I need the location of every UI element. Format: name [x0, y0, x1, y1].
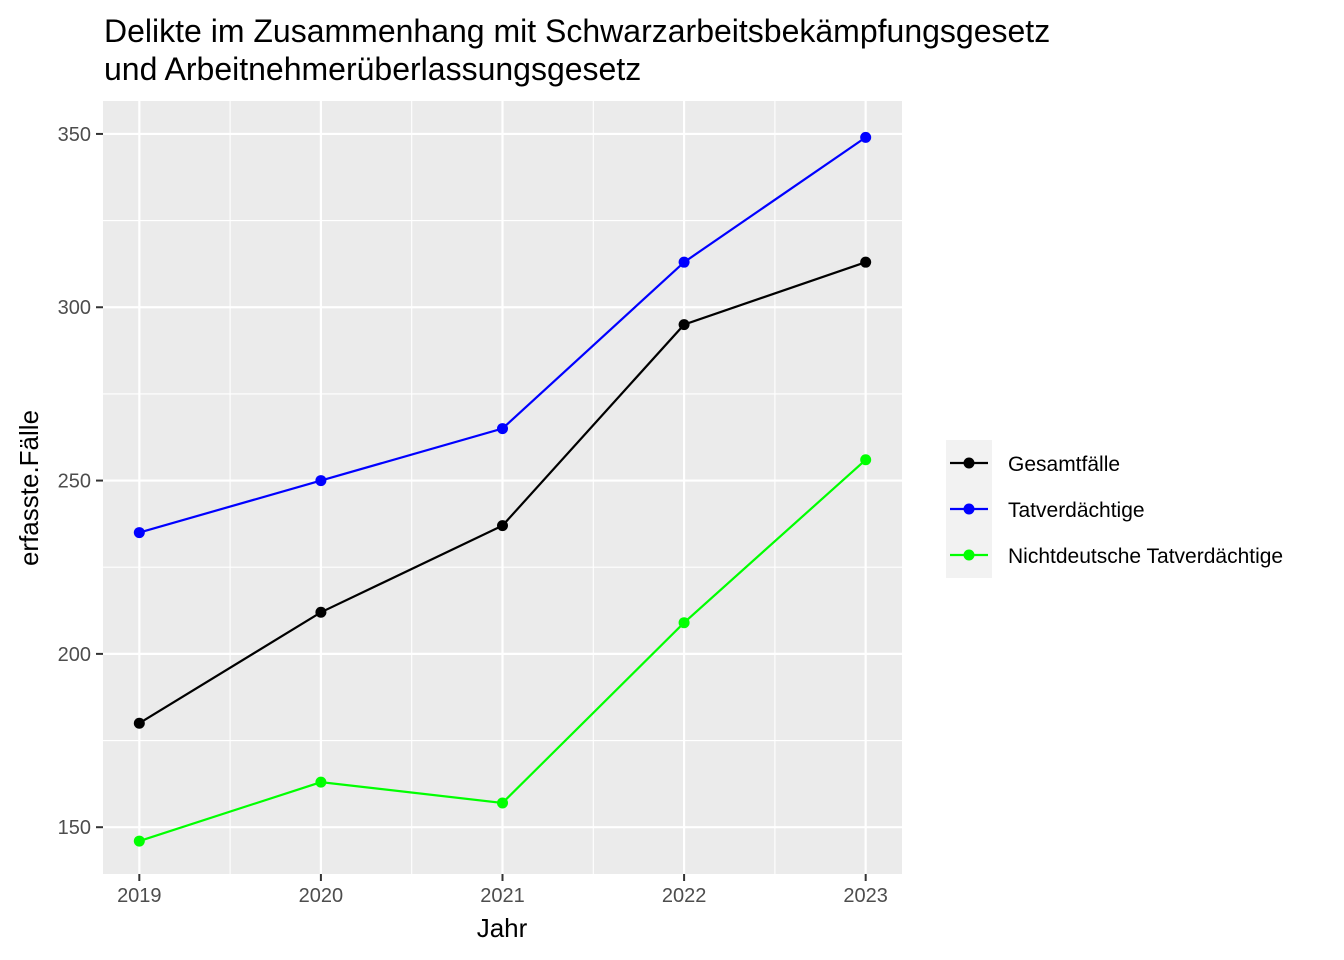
series-1-point [315, 606, 327, 618]
x-tick-label: 2022 [662, 885, 707, 907]
series-2-point [678, 256, 690, 268]
series-3-point [133, 835, 145, 847]
x-axis-title: Jahr [477, 913, 528, 943]
chart-title-line-2: und Arbeitnehmerüberlassungsgesetz [104, 51, 641, 87]
x-tick-label: 2020 [299, 885, 344, 907]
y-tick-label: 250 [58, 471, 91, 493]
y-tick-label: 350 [58, 124, 91, 146]
y-axis-title: erfasste.Fälle [14, 410, 44, 566]
series-layer [133, 131, 872, 847]
series-2-point [860, 131, 872, 143]
series-3-point [860, 454, 872, 466]
legend-label: Nichtdeutsche Tatverdächtige [1008, 545, 1283, 568]
series-1-point [133, 717, 145, 729]
series-2-point [315, 475, 327, 487]
series-3-point [497, 797, 508, 809]
y-tick-label: 300 [58, 297, 91, 319]
legend-key-point [963, 549, 975, 561]
legend-label: Tatverdächtige [1008, 499, 1145, 522]
y-tick-label: 200 [58, 644, 91, 666]
series-2-point [497, 423, 508, 435]
series-3-point [678, 617, 690, 629]
chart-title-line-1: Delikte im Zusammenhang mit Schwarzarbei… [104, 13, 1050, 49]
x-axis: 2019 2020 2021 2022 2023 [117, 874, 888, 907]
major-gridlines [103, 101, 902, 874]
legend-key-point [963, 457, 975, 469]
series-1-point [497, 520, 508, 532]
x-tick-label: 2019 [117, 885, 162, 907]
x-tick-label: 2021 [480, 885, 525, 907]
series-1-point [860, 256, 872, 268]
x-tick-label: 2023 [843, 885, 888, 907]
series-3-point [315, 776, 327, 788]
legend-label: Gesamtfälle [1008, 453, 1120, 476]
legend-key-point [963, 503, 975, 515]
legend: Gesamtfälle Tatverdächtige Nichtdeutsche T… [946, 440, 1283, 578]
y-tick-label: 150 [58, 817, 91, 839]
series-1-point [678, 319, 690, 331]
y-axis: 150 200 250 300 350 [58, 124, 103, 839]
series-2-point [133, 527, 145, 539]
